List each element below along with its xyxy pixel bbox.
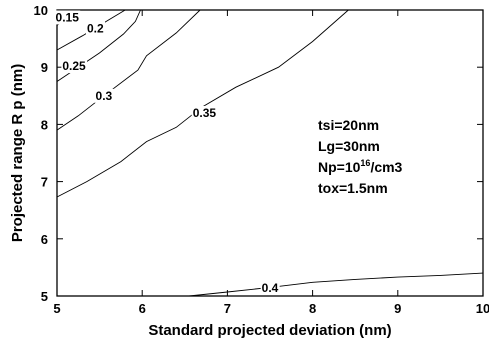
x-tick-label: 5	[53, 301, 60, 316]
plot-frame	[56, 9, 484, 297]
x-tick-label: 6	[139, 301, 146, 316]
annotation-base: Np=10	[318, 159, 361, 175]
x-tick-label: 8	[309, 301, 316, 316]
annotation-line: tsi=20nm	[318, 117, 379, 133]
contour-label: 0.35	[193, 106, 217, 120]
x-axis-title: Standard projected deviation (nm)	[148, 322, 391, 339]
y-tick-label: 8	[41, 117, 48, 132]
contour-label-bg	[260, 280, 280, 295]
annotation-line: Np=1016/cm3	[318, 158, 403, 175]
y-axis-title: Projected range R p (nm)	[9, 64, 26, 242]
annotation-line: Lg=30nm	[318, 138, 380, 154]
contour-label-bg	[94, 88, 114, 103]
contour-lines	[56, 9, 484, 297]
annotation-sup: 16	[360, 158, 370, 168]
contour-line-0-35	[56, 9, 349, 198]
contour-label-bg	[61, 59, 88, 74]
contour-label-bg	[85, 21, 106, 36]
contour-labels: 0.15 0.2 0.25 0.3 0.35 0.4	[54, 10, 280, 295]
annotation-tail: /cm3	[370, 159, 402, 175]
x-tick-label: 7	[224, 301, 231, 316]
axis-tick-labels: 5 6 7 8 9 10 5 6 7 8 9 10	[34, 3, 489, 316]
contour-label: 0.25	[62, 59, 86, 73]
annotation-base: tox=1.5nm	[318, 180, 388, 196]
parameter-annotations: tsi=20nm Lg=30nm Np=1016/cm3 tox=1.5nm	[318, 117, 403, 196]
annotation-base: Lg=30nm	[318, 138, 380, 154]
y-tick-label: 6	[41, 232, 48, 247]
x-tick-label: 9	[394, 301, 401, 316]
annotation-base: tsi=20nm	[318, 117, 379, 133]
x-tick-label: 10	[476, 301, 489, 316]
contour-line-0-4	[189, 272, 484, 297]
y-tick-label: 10	[34, 3, 48, 18]
contour-label: 0.3	[96, 89, 113, 103]
contour-line-0-3	[56, 9, 201, 131]
y-tick-label: 5	[41, 289, 48, 304]
contour-label-bg	[191, 105, 218, 120]
contour-label: 0.4	[262, 281, 279, 295]
y-tick-label: 7	[41, 175, 48, 190]
annotation-line: tox=1.5nm	[318, 180, 388, 196]
y-tick-label: 9	[41, 60, 48, 75]
contour-label-bg	[54, 10, 81, 25]
axis-ticks	[56, 9, 484, 297]
contour-label: 0.2	[87, 21, 104, 35]
contour-label: 0.15	[56, 10, 80, 24]
